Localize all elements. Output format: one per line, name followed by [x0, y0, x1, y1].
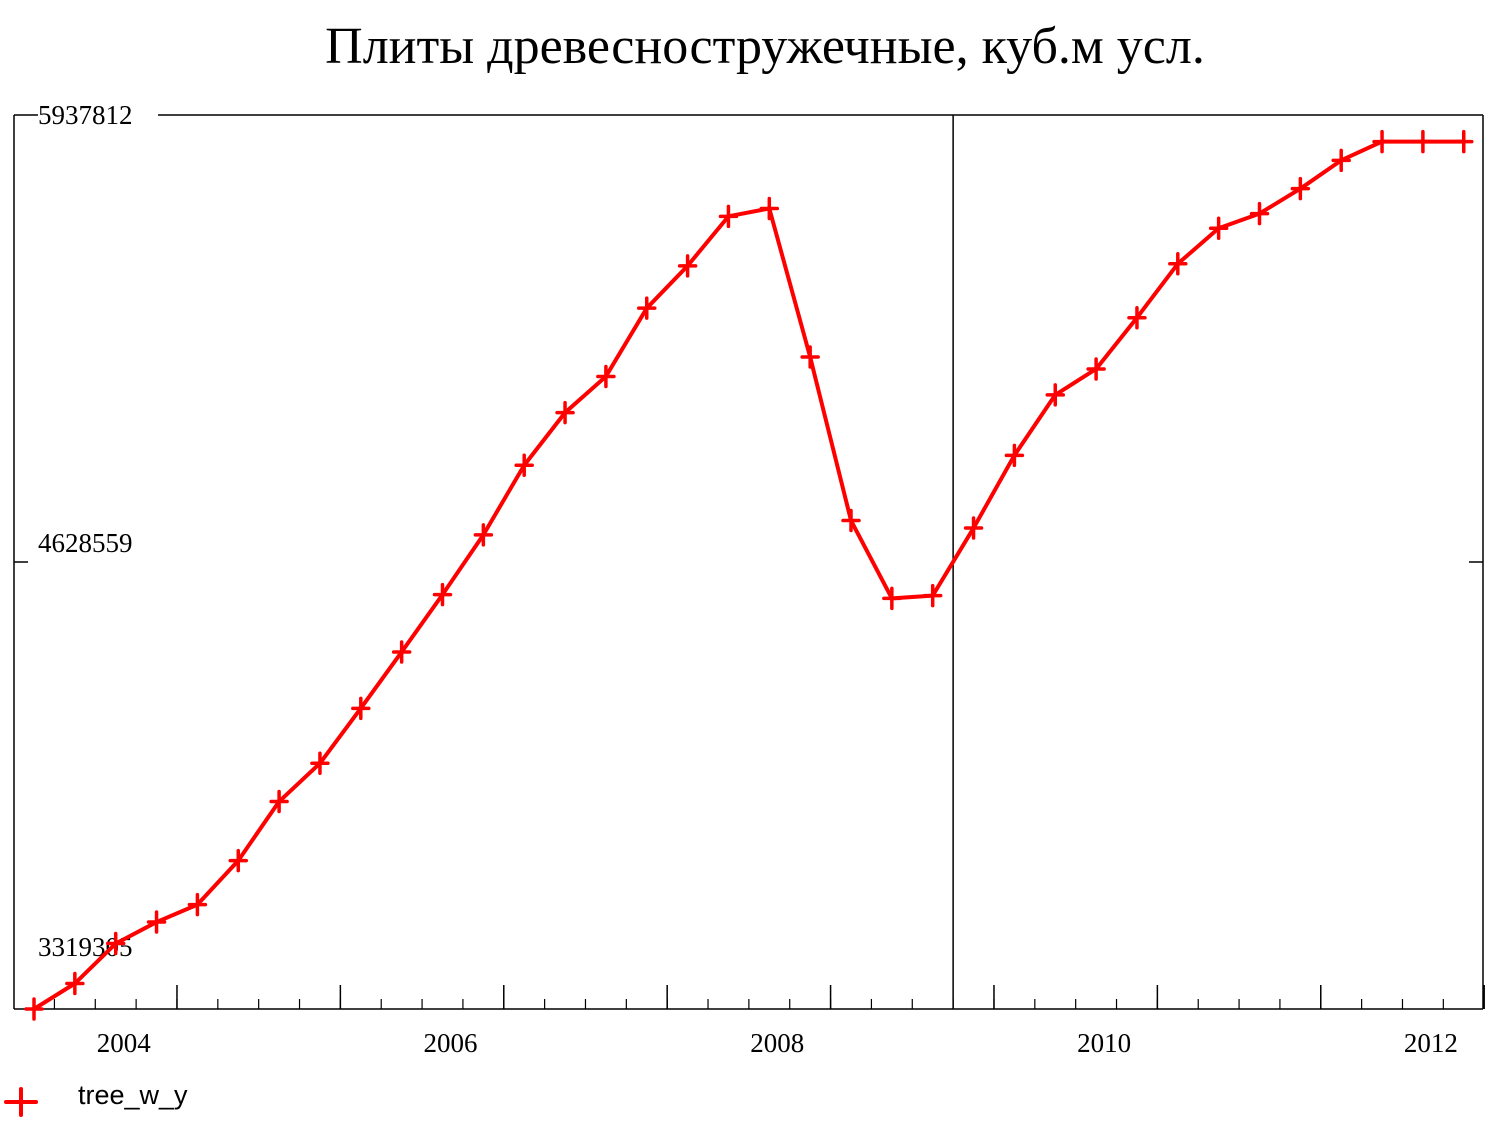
legend-marker: [4, 1087, 38, 1117]
data-point-marker: [800, 345, 820, 369]
data-point-marker: [514, 453, 534, 477]
series-line: [32, 139, 1464, 1011]
data-point-marker: [637, 296, 657, 320]
data-point-marker: [187, 892, 208, 917]
data-point-marker: [432, 582, 453, 607]
x-tick-label: 2010: [1077, 1028, 1131, 1058]
data-point-marker: [677, 254, 698, 278]
data-point-marker: [1249, 201, 1270, 226]
data-point-marker: [922, 583, 943, 608]
data-point-marker: [596, 364, 616, 389]
data-point-marker: [65, 971, 85, 996]
data-point-marker: [1168, 252, 1188, 276]
y-tick-label: 5937812: [38, 100, 133, 130]
data-point-marker: [759, 196, 780, 221]
data-point-marker: [718, 204, 739, 229]
y-axis-ticks: 5937812 4628559 3319305: [14, 100, 1483, 962]
data-point-marker: [146, 910, 167, 934]
data-point-marker: [882, 586, 902, 611]
x-tick-label: 2012: [1404, 1028, 1458, 1058]
data-point-marker: [1290, 176, 1311, 201]
data-point-marker: [105, 931, 126, 956]
chart-title: Плиты древесностружечные, куб.м усл.: [325, 18, 1205, 75]
data-point-marker: [1413, 129, 1433, 154]
data-point-marker: [351, 696, 371, 721]
data-point-marker: [1208, 216, 1229, 241]
data-point-marker: [1086, 357, 1106, 381]
data-point-marker: [1127, 305, 1147, 330]
data-point-marker: [1454, 129, 1474, 154]
data-point-marker: [228, 848, 248, 873]
data-point-marker: [1372, 129, 1392, 154]
data-point-marker: [1004, 443, 1025, 468]
y-tick-label: 4628559: [38, 528, 133, 558]
x-tick-label: 2004: [97, 1028, 152, 1058]
data-point-marker: [963, 516, 984, 540]
x-tick-label: 2006: [424, 1028, 478, 1058]
data-point-marker: [555, 400, 575, 425]
data-point-marker: [391, 640, 412, 664]
y-tick: 3319305: [38, 932, 133, 962]
y-tick-label: 3319305: [38, 932, 133, 962]
data-point-marker: [1045, 383, 1065, 407]
data-point-marker: [1331, 148, 1351, 173]
x-tick-label: 2008: [750, 1028, 804, 1058]
legend: tree_w_y: [4, 1080, 188, 1117]
data-point-marker: [473, 523, 494, 547]
data-point-marker: [24, 997, 44, 1021]
legend-label: tree_w_y: [78, 1080, 188, 1110]
x-axis-ticks: 2004 2006 2008 2010 2012: [53, 985, 1485, 1058]
data-series: [24, 129, 1474, 1021]
y-tick: 5937812: [14, 100, 1483, 130]
data-point-marker: [310, 751, 330, 776]
y-tick: 4628559: [14, 528, 1483, 563]
axes: [13, 115, 1484, 1010]
data-point-marker: [841, 508, 861, 533]
data-point-marker: [269, 789, 289, 814]
